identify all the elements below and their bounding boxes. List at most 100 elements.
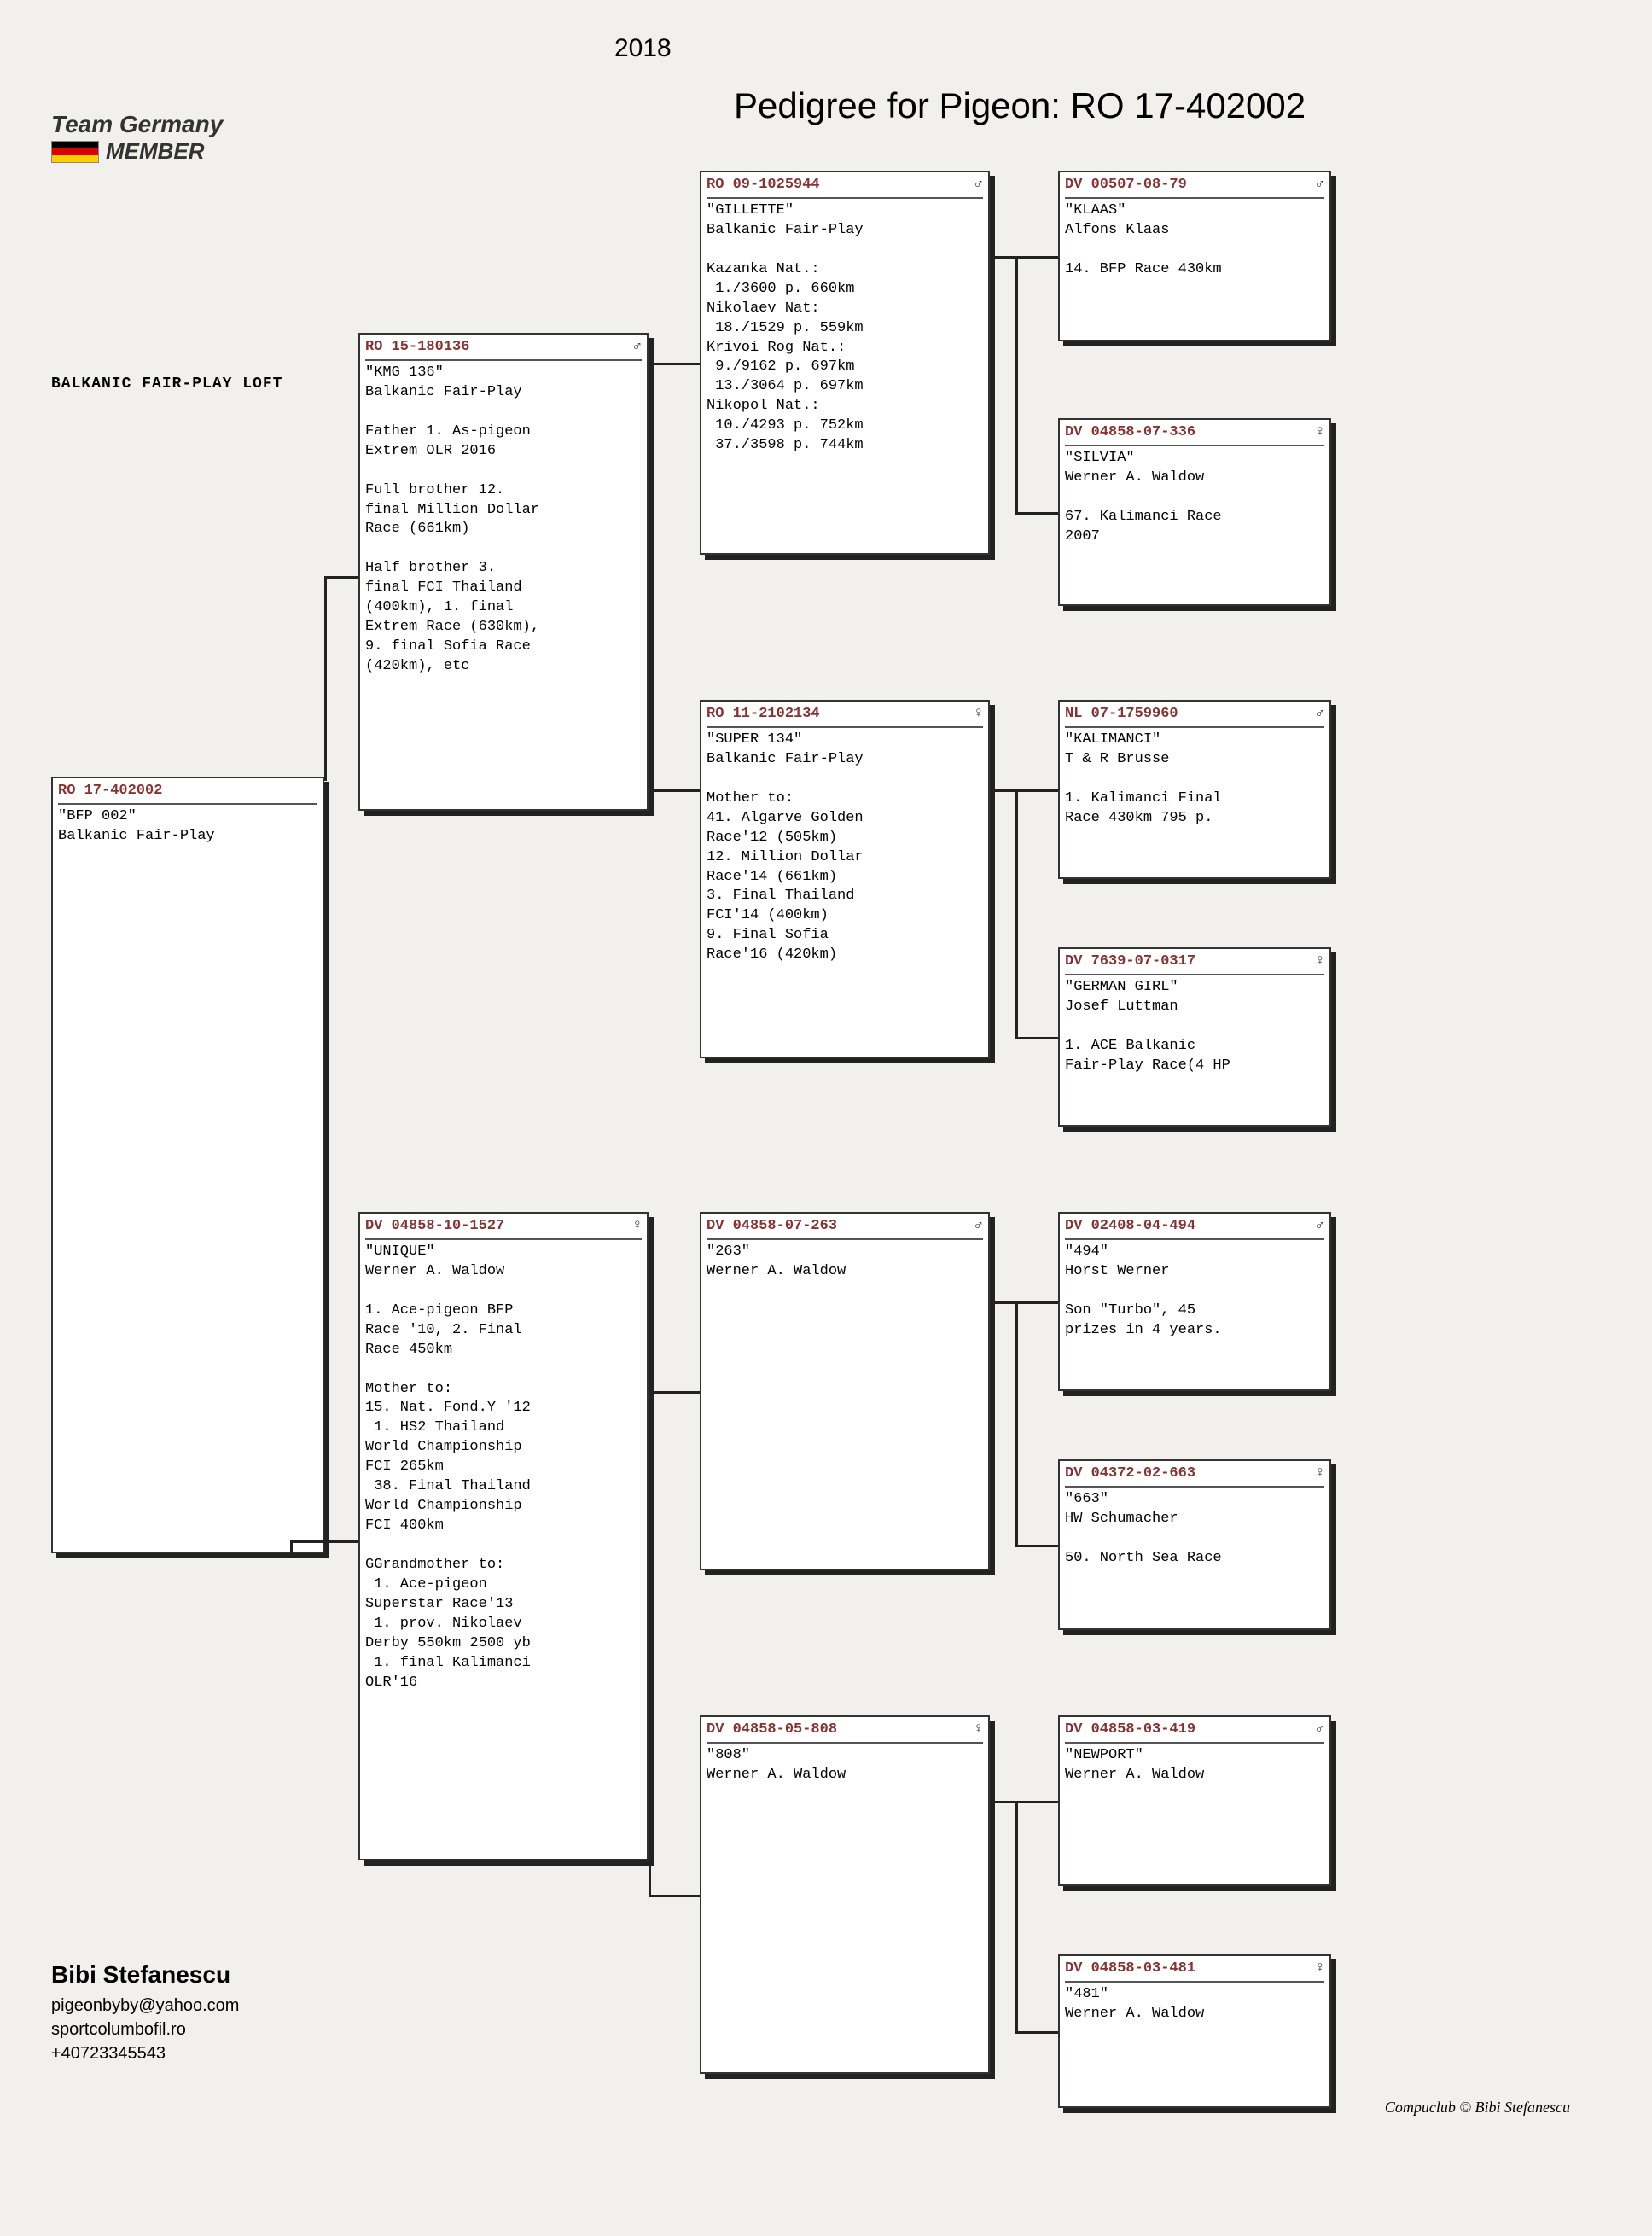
- pedigree-box-g2d: DV 04858-05-808 ♀ "808" Werner A. Waldow: [700, 1715, 990, 2074]
- sex-symbol: ♂: [1316, 705, 1324, 725]
- sex-symbol: ♀: [1316, 952, 1324, 972]
- sex-symbol: ♀: [1316, 1464, 1324, 1484]
- page: 2018 Team Germany MEMBER Pedigree for Pi…: [51, 34, 1604, 2202]
- ring-header: DV 04858-05-808 ♀: [707, 1721, 983, 1744]
- box-body: "UNIQUE" Werner A. Waldow 1. Ace-pigeon …: [365, 1243, 642, 1693]
- connector-line: [990, 1801, 1058, 1803]
- pedigree-box-g1a: RO 15-180136 ♂ "KMG 136" Balkanic Fair-Pla…: [358, 333, 649, 811]
- ring-header: DV 7639-07-0317 ♀: [1065, 952, 1324, 975]
- ring-number: DV 04858-03-481: [1065, 1959, 1195, 1979]
- connector-line: [1015, 1801, 1018, 2031]
- box-body: "808" Werner A. Waldow: [707, 1746, 983, 1785]
- pedigree-box-g3f: DV 04372-02-663 ♀ "663" HW Schumacher 50. …: [1058, 1459, 1331, 1630]
- connector-line: [649, 1391, 651, 1895]
- connector-line: [649, 1895, 700, 1897]
- connector-line: [290, 1540, 293, 1558]
- pedigree-box-g3d: DV 7639-07-0317 ♀ "GERMAN GIRL" Josef Lutt…: [1058, 947, 1331, 1127]
- ring-number: DV 04858-10-1527: [365, 1217, 504, 1237]
- box-body: "663" HW Schumacher 50. North Sea Race: [1065, 1490, 1324, 1569]
- connector-line: [990, 1301, 1058, 1304]
- ring-number: DV 7639-07-0317: [1065, 952, 1195, 972]
- copyright: Compuclub © Bibi Stefanescu: [1385, 2099, 1570, 2117]
- sex-symbol: ♀: [974, 705, 983, 725]
- box-body: "GERMAN GIRL" Josef Luttman 1. ACE Balka…: [1065, 978, 1324, 1076]
- pedigree-box-g3a: DV 00507-08-79♂"KLAAS" Alfons Klaas 14. …: [1058, 171, 1331, 341]
- ring-number: DV 04858-03-419: [1065, 1721, 1195, 1740]
- sex-symbol: ♀: [1316, 1959, 1324, 1979]
- pedigree-box-g2b: RO 11-2102134 ♀ "SUPER 134" Balkanic Fair-…: [700, 700, 990, 1058]
- ring-header: NL 07-1759960 ♂: [1065, 705, 1324, 728]
- ring-number: DV 04372-02-663: [1065, 1464, 1195, 1484]
- connector-line: [324, 1540, 358, 1543]
- box-body: "GILLETTE" Balkanic Fair-Play Kazanka Na…: [707, 201, 983, 456]
- connector-line: [1015, 1301, 1018, 1545]
- ring-header: DV 04858-03-419 ♂: [1065, 1721, 1324, 1744]
- connector-line: [1015, 512, 1058, 515]
- sex-symbol: ♀: [633, 1217, 642, 1237]
- ring-number: DV 04858-07-263: [707, 1217, 837, 1237]
- box-body: "494" Horst Werner Son "Turbo", 45 prize…: [1065, 1243, 1324, 1341]
- connector-line: [649, 363, 700, 365]
- ring-number: RO 15-180136: [365, 338, 469, 358]
- connector-line: [649, 363, 651, 789]
- sex-symbol: ♀: [974, 1721, 983, 1740]
- connector-line: [649, 1391, 700, 1394]
- pedigree-box-g3b: DV 04858-07-336♀"SILVIA" Werner A. Waldo…: [1058, 418, 1331, 606]
- ring-header: DV 02408-04-494 ♂: [1065, 1217, 1324, 1240]
- pedigree-box-g1b: DV 04858-10-1527 ♀ "UNIQUE" Werner A. Wald…: [358, 1212, 649, 1860]
- owner-name: Bibi Stefanescu: [51, 1961, 239, 1989]
- ring-header: RO 17-402002: [58, 782, 317, 805]
- pedigree-box-g2a: RO 09-1025944 ♂ "GILLETTE" Balkanic Fair-P…: [700, 171, 990, 555]
- owner-email: pigeonbyby@yahoo.com: [51, 1994, 239, 2018]
- box-body: "KLAAS" Alfons Klaas 14. BFP Race 430km: [1065, 201, 1324, 280]
- sex-symbol: ♂: [1316, 176, 1324, 195]
- team-member-text: MEMBER: [106, 138, 205, 165]
- box-body: "BFP 002" Balkanic Fair-Play: [58, 807, 317, 847]
- ring-number: RO 17-402002: [58, 782, 162, 801]
- pedigree-box-g3c: NL 07-1759960 ♂ "KALIMANCI" T & R Brusse 1…: [1058, 700, 1331, 879]
- box-body: "481" Werner A. Waldow: [1065, 1985, 1324, 2024]
- sex-symbol: ♂: [1316, 1217, 1324, 1237]
- ring-number: DV 04858-07-336: [1065, 423, 1195, 443]
- loft-label: BALKANIC FAIR-PLAY LOFT: [51, 376, 282, 393]
- ring-number: RO 09-1025944: [707, 176, 820, 195]
- owner-phone: +40723345543: [51, 2041, 239, 2065]
- box-body: "KMG 136" Balkanic Fair-Play Father 1. A…: [365, 364, 642, 677]
- box-body: "KALIMANCI" T & R Brusse 1. Kalimanci Fi…: [1065, 731, 1324, 829]
- connector-line: [990, 789, 1058, 792]
- connector-line: [1015, 2031, 1058, 2034]
- connector-line: [324, 576, 358, 579]
- pedigree-box-g3h: DV 04858-03-481 ♀ "481" Werner A. Waldow: [1058, 1954, 1331, 2108]
- sex-symbol: ♂: [974, 176, 983, 195]
- team-line1: Team Germany: [51, 111, 223, 138]
- ring-number: DV 02408-04-494: [1065, 1217, 1195, 1237]
- ring-header: DV 04858-03-481 ♀: [1065, 1959, 1324, 1983]
- pedigree-box-g3g: DV 04858-03-419♂"NEWPORT" Werner A. Wald…: [1058, 1715, 1331, 1886]
- ring-header: DV 04372-02-663 ♀: [1065, 1464, 1324, 1488]
- germany-flag-icon: [51, 141, 99, 163]
- connector-line: [324, 576, 327, 781]
- ring-number: NL 07-1759960: [1065, 705, 1178, 725]
- ring-header: DV 04858-10-1527 ♀: [365, 1217, 642, 1240]
- team-logo: Team Germany MEMBER: [51, 111, 223, 165]
- sex-symbol: ♂: [974, 1217, 983, 1237]
- box-body: "SUPER 134" Balkanic Fair-Play Mother to…: [707, 731, 983, 965]
- owner-site: sportcolumbofil.ro: [51, 2018, 239, 2041]
- connector-line: [1015, 256, 1018, 512]
- ring-number: DV 04858-05-808: [707, 1721, 837, 1740]
- box-body: "263" Werner A. Waldow: [707, 1243, 983, 1282]
- ring-number: RO 11-2102134: [707, 705, 820, 725]
- ring-header: RO 09-1025944 ♂: [707, 176, 983, 199]
- sex-symbol: ♂: [633, 338, 642, 358]
- team-line2: MEMBER: [51, 138, 223, 165]
- sex-symbol: ♂: [1316, 1721, 1324, 1740]
- connector-line: [1015, 1037, 1058, 1039]
- connector-line: [1015, 1545, 1058, 1547]
- sex-symbol: ♀: [1316, 423, 1324, 443]
- pedigree-box-g2c: DV 04858-07-263 ♂ "263" Werner A. Waldow: [700, 1212, 990, 1570]
- pedigree-box-g0: RO 17-402002 "BFP 002" Balkanic Fair-Play: [51, 777, 324, 1553]
- year-label: 2018: [614, 34, 672, 63]
- ring-header: RO 15-180136 ♂: [365, 338, 642, 361]
- ring-header: RO 11-2102134 ♀: [707, 705, 983, 728]
- connector-line: [290, 1540, 327, 1543]
